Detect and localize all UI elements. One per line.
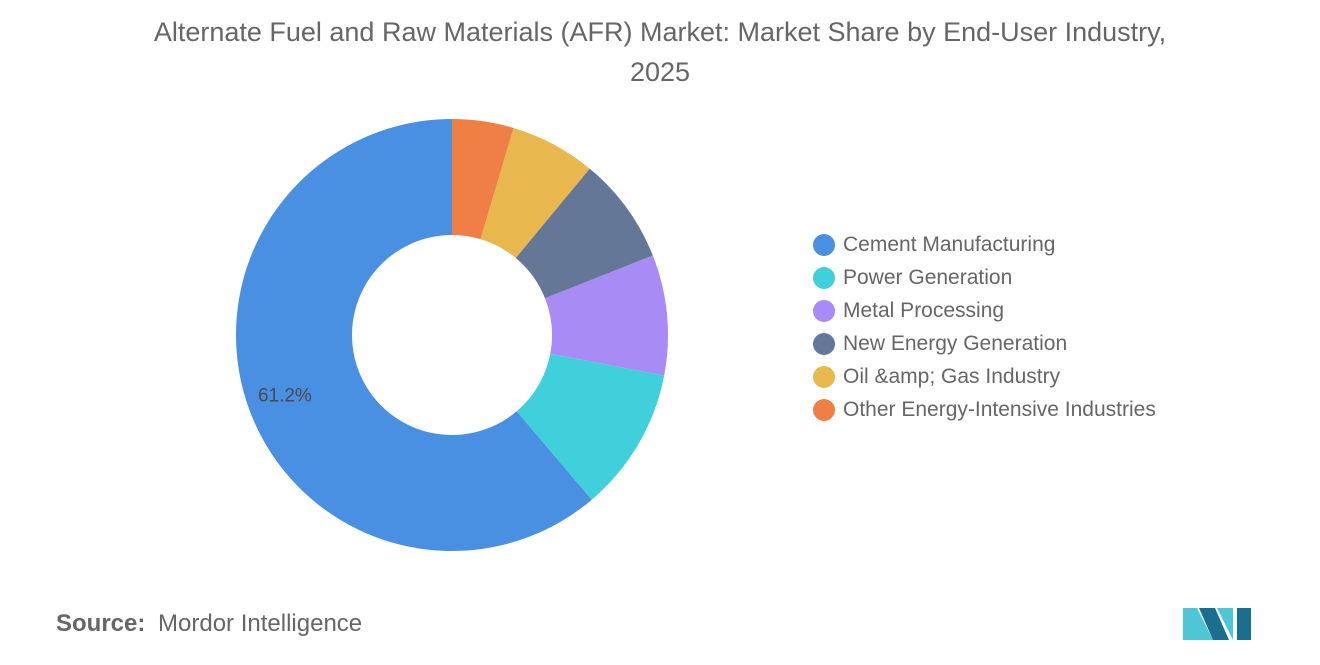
legend-label: New Energy Generation: [843, 331, 1068, 355]
chart-title: Alternate Fuel and Raw Materials (AFR) M…: [153, 17, 1167, 87]
legend-label: Oil &amp; Gas Industry: [843, 364, 1061, 388]
legend-swatch-icon: [813, 299, 835, 322]
legend-label: Metal Processing: [843, 298, 1005, 322]
donut-slice-2: [516, 353, 665, 500]
logo-shape-left: [1183, 608, 1213, 640]
donut-slice-5: [480, 127, 590, 258]
chart-legend: Cement Manufacturing Power Generation Meta…: [813, 228, 1156, 426]
legend-label: Cement Manufacturing: [843, 232, 1056, 256]
legend-swatch-icon: [813, 233, 835, 256]
legend-swatch-icon: [813, 332, 835, 355]
legend-item: Oil &amp; Gas Industry: [813, 360, 1156, 393]
legend-swatch-icon: [813, 365, 835, 388]
legend-item: Cement Manufacturing: [813, 228, 1156, 261]
legend-item: Power Generation: [813, 261, 1156, 294]
source-text: Mordor Intelligence: [158, 610, 363, 637]
logo-shape-bar: [1237, 608, 1251, 640]
legend-label: Power Generation: [843, 265, 1013, 289]
donut-data-labels: 61.2%: [258, 385, 312, 406]
donut-slice-4: [515, 168, 653, 299]
donut-slice-3: [544, 255, 668, 376]
donut-slice-6: [452, 119, 514, 240]
legend-label: Other Energy-Intensive Industries: [843, 397, 1156, 421]
data-label-1: 61.2%: [258, 385, 312, 406]
source-note: Source: Mordor Intelligence: [56, 610, 362, 638]
logo-shape-right: [1217, 608, 1233, 640]
legend-swatch-icon: [813, 398, 835, 421]
logo-shape-mid: [1199, 608, 1229, 640]
legend-swatch-icon: [813, 266, 835, 289]
mordor-intelligence-logo-icon: [1183, 608, 1251, 640]
legend-item: Metal Processing: [813, 294, 1156, 327]
source-label: Source:: [56, 610, 146, 637]
donut-slice-1: [236, 119, 592, 552]
legend-item: New Energy Generation: [813, 327, 1156, 360]
donut-slices: [236, 119, 668, 552]
legend-item: Other Energy-Intensive Industries: [813, 393, 1156, 426]
